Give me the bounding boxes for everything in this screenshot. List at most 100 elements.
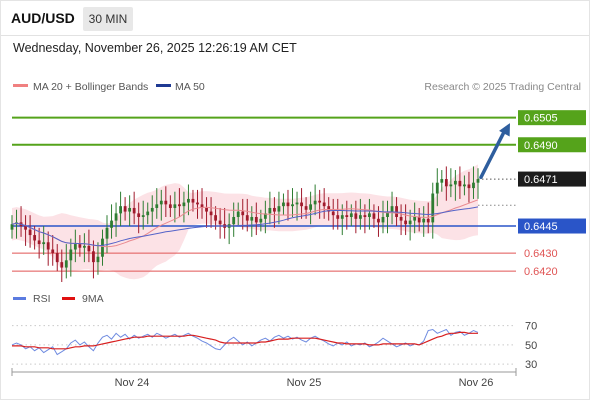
candle-body bbox=[10, 224, 14, 230]
candle-body bbox=[141, 215, 145, 217]
source-credit: Research © 2025 Trading Central bbox=[424, 81, 581, 93]
candle-body bbox=[327, 206, 331, 212]
candle-body bbox=[318, 200, 322, 203]
candle-body bbox=[476, 179, 480, 183]
resistance-1-label: 0.6490 bbox=[524, 140, 558, 152]
ma20-legend-swatch bbox=[13, 84, 28, 87]
x-tick-label: Nov 24 bbox=[115, 377, 150, 389]
candle-body bbox=[463, 184, 466, 187]
chart-datetime: Wednesday, November 26, 2025 12:26:19 AM… bbox=[13, 41, 297, 55]
rsi-legend-label: RSI bbox=[33, 293, 51, 305]
candle-body bbox=[214, 215, 217, 221]
resistance-2-label-bg bbox=[518, 110, 586, 126]
symbol-title: AUD/USD bbox=[11, 10, 75, 26]
candle-body bbox=[114, 213, 118, 221]
candle-body bbox=[331, 211, 335, 216]
candle-body bbox=[196, 202, 199, 205]
candle-body bbox=[390, 206, 394, 212]
candle-body bbox=[263, 213, 267, 219]
forecast-arrow-layer bbox=[479, 123, 510, 180]
candle-body bbox=[209, 211, 213, 216]
candle-body bbox=[282, 202, 285, 207]
time-axis: Nov 24 Nov 25 Nov 26 bbox=[11, 368, 517, 389]
candle-body bbox=[458, 180, 462, 187]
candle-body bbox=[431, 193, 435, 223]
candle-body bbox=[78, 244, 82, 248]
candle-body bbox=[277, 206, 281, 212]
candle-body bbox=[96, 256, 100, 263]
last-price-label: 0.6471 bbox=[524, 174, 558, 186]
price-levels-layer bbox=[12, 116, 516, 272]
candle-body bbox=[295, 202, 299, 205]
candle-body bbox=[254, 216, 258, 223]
candle-body bbox=[322, 202, 326, 207]
candle-body bbox=[422, 218, 426, 223]
candle-body bbox=[24, 226, 27, 230]
ma50-line bbox=[11, 206, 479, 247]
resistance-2-label: 0.6505 bbox=[524, 113, 558, 125]
rsi-line bbox=[11, 328, 479, 356]
candle-body bbox=[132, 207, 136, 214]
candle-body bbox=[101, 238, 104, 257]
candle-body bbox=[381, 216, 385, 223]
candle-body bbox=[128, 207, 132, 212]
rsi-ma9-line bbox=[12, 331, 478, 350]
candle-body bbox=[250, 216, 254, 221]
candle-body bbox=[146, 211, 150, 216]
candle-body bbox=[218, 220, 222, 225]
candle-body bbox=[87, 245, 91, 252]
candle-body bbox=[92, 251, 95, 263]
candle-body bbox=[354, 213, 358, 219]
candle-body bbox=[137, 213, 141, 217]
candle-body bbox=[413, 216, 417, 221]
candle-body bbox=[236, 211, 240, 217]
candle-body bbox=[173, 204, 177, 208]
rsi-panel: 70 50 30 bbox=[11, 321, 537, 371]
candle-body bbox=[28, 229, 32, 236]
candle-body bbox=[123, 206, 127, 212]
candle-body bbox=[268, 207, 272, 214]
candle-body bbox=[51, 249, 55, 254]
candle-body bbox=[232, 216, 236, 225]
candle-body bbox=[417, 216, 421, 223]
candle-body bbox=[245, 215, 249, 221]
candle-body bbox=[286, 202, 290, 207]
rsi-tick-70: 70 bbox=[525, 321, 537, 333]
ma50-legend-label: MA 50 bbox=[175, 81, 205, 93]
candle-body bbox=[33, 235, 37, 241]
candle-body bbox=[182, 202, 186, 207]
ma20-legend-label: MA 20 + Bollinger Bands bbox=[33, 81, 148, 93]
candle-body bbox=[191, 198, 195, 203]
candle-body bbox=[291, 204, 294, 207]
candle-body bbox=[449, 184, 453, 187]
candle-body bbox=[187, 198, 190, 203]
candle-body bbox=[372, 213, 376, 219]
resistance-1-label-bg bbox=[518, 137, 586, 153]
candle-body bbox=[119, 206, 122, 214]
candle-body bbox=[444, 179, 448, 187]
candle-body bbox=[399, 216, 403, 221]
ma50-legend-swatch bbox=[156, 84, 171, 87]
level-labels-layer: 0.6505 0.6490 0.6471 0.6445 0.6430 0.6420 bbox=[518, 110, 586, 278]
support-1-label: 0.6430 bbox=[524, 248, 558, 260]
candle-body bbox=[159, 200, 163, 205]
candle-body bbox=[368, 213, 371, 217]
candle-body bbox=[55, 253, 59, 263]
timeframe-button[interactable]: 30 MIN bbox=[83, 7, 133, 31]
candle-body bbox=[105, 227, 109, 239]
x-tick-label: Nov 25 bbox=[287, 377, 322, 389]
candle-body bbox=[395, 206, 398, 217]
candle-body bbox=[404, 220, 408, 225]
candle-body bbox=[300, 202, 303, 207]
candle-body bbox=[37, 240, 41, 245]
candle-body bbox=[155, 204, 159, 208]
forecast-arrow-head bbox=[499, 123, 510, 137]
candles-layer bbox=[10, 166, 480, 282]
header-divider bbox=[0, 35, 590, 36]
candle-body bbox=[64, 260, 68, 268]
candle-body bbox=[110, 220, 113, 228]
candle-body bbox=[363, 215, 367, 217]
candle-body bbox=[386, 211, 389, 217]
candle-body bbox=[440, 179, 444, 183]
